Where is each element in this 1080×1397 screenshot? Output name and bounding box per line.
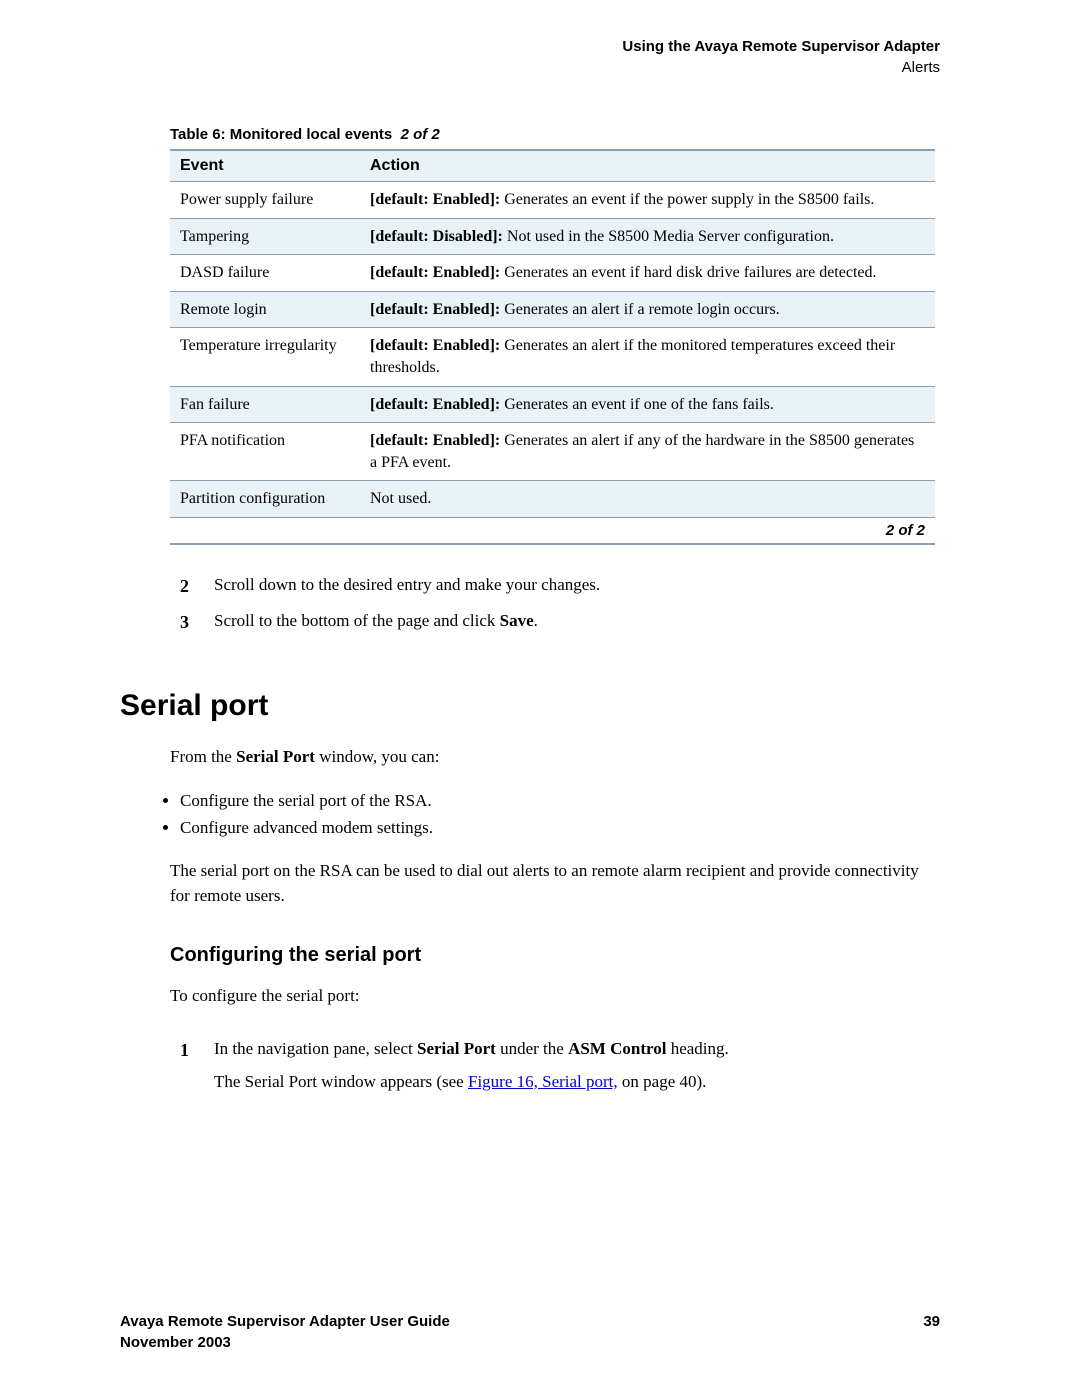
table-row: Power supply failure[default: Enabled]: … <box>170 182 935 219</box>
running-header: Using the Avaya Remote Supervisor Adapte… <box>120 36 940 78</box>
table-row: Remote login[default: Enabled]: Generate… <box>170 291 935 328</box>
table-row: Temperature irregularity[default: Enable… <box>170 328 935 386</box>
table-row: PFA notification[default: Enabled]: Gene… <box>170 423 935 481</box>
section-paragraph: The serial port on the RSA can be used t… <box>170 859 940 908</box>
event-cell: PFA notification <box>170 423 360 481</box>
footer-left: Avaya Remote Supervisor Adapter User Gui… <box>120 1311 450 1353</box>
step-body: In the navigation pane, select Serial Po… <box>214 1037 940 1094</box>
step-number: 1 <box>180 1037 214 1094</box>
bullet-item: Configure advanced modem settings. <box>180 814 940 841</box>
event-cell: Tampering <box>170 218 360 255</box>
table-caption: Table 6: Monitored local events 2 of 2 <box>170 126 940 143</box>
subsection-intro: To configure the serial port: <box>170 984 940 1009</box>
step-body: Scroll to the bottom of the page and cli… <box>214 609 940 635</box>
section-intro: From the Serial Port window, you can: <box>170 745 940 770</box>
table-row: Tampering[default: Disabled]: Not used i… <box>170 218 935 255</box>
page: Using the Avaya Remote Supervisor Adapte… <box>0 0 1080 1397</box>
step-number: 3 <box>180 609 214 635</box>
subsection-steps: 1 In the navigation pane, select Serial … <box>180 1037 940 1094</box>
event-cell: Partition configuration <box>170 481 360 517</box>
action-cell: [default: Enabled]: Generates an event i… <box>360 255 935 292</box>
subsection-heading-configuring: Configuring the serial port <box>170 944 940 967</box>
action-cell: [default: Enabled]: Generates an alert i… <box>360 328 935 386</box>
event-cell: DASD failure <box>170 255 360 292</box>
table-row: DASD failure[default: Enabled]: Generate… <box>170 255 935 292</box>
event-cell: Temperature irregularity <box>170 328 360 386</box>
table-row: Fan failure[default: Enabled]: Generates… <box>170 386 935 423</box>
footer-page-number: 39 <box>923 1311 940 1353</box>
action-cell: [default: Enabled]: Generates an event i… <box>360 386 935 423</box>
step-row: 2Scroll down to the desired entry and ma… <box>180 573 940 599</box>
steps-after-table: 2Scroll down to the desired entry and ma… <box>180 573 940 635</box>
footer-date: November 2003 <box>120 1334 231 1351</box>
table-row: Partition configurationNot used. <box>170 481 935 517</box>
action-cell: [default: Disabled]: Not used in the S85… <box>360 218 935 255</box>
table-caption-text: Table 6: Monitored local events <box>170 126 392 143</box>
step-number: 2 <box>180 573 214 599</box>
footer-doc-title: Avaya Remote Supervisor Adapter User Gui… <box>120 1313 450 1330</box>
event-cell: Fan failure <box>170 386 360 423</box>
col-header-event: Event <box>170 150 360 182</box>
events-table: Event Action Power supply failure[defaul… <box>170 149 935 517</box>
step-row: 3Scroll to the bottom of the page and cl… <box>180 609 940 635</box>
action-cell: [default: Enabled]: Generates an alert i… <box>360 291 935 328</box>
step-row: 1 In the navigation pane, select Serial … <box>180 1037 940 1094</box>
bullet-item: Configure the serial port of the RSA. <box>180 787 940 814</box>
action-cell: [default: Enabled]: Generates an alert i… <box>360 423 935 481</box>
step-body: Scroll down to the desired entry and mak… <box>214 573 940 599</box>
section-heading-serial-port: Serial port <box>120 689 940 723</box>
running-header-subtitle: Alerts <box>902 59 940 76</box>
col-header-action: Action <box>360 150 935 182</box>
event-cell: Remote login <box>170 291 360 328</box>
action-cell: Not used. <box>360 481 935 517</box>
figure-link[interactable]: Figure 16, Serial port, <box>468 1072 618 1091</box>
page-footer: Avaya Remote Supervisor Adapter User Gui… <box>120 1311 940 1353</box>
running-header-title: Using the Avaya Remote Supervisor Adapte… <box>622 38 940 55</box>
table-footer: 2 of 2 <box>170 517 935 545</box>
action-cell: [default: Enabled]: Generates an event i… <box>360 182 935 219</box>
table-caption-page: 2 of 2 <box>401 126 440 143</box>
event-cell: Power supply failure <box>170 182 360 219</box>
section-bullets: Configure the serial port of the RSA.Con… <box>120 787 940 841</box>
